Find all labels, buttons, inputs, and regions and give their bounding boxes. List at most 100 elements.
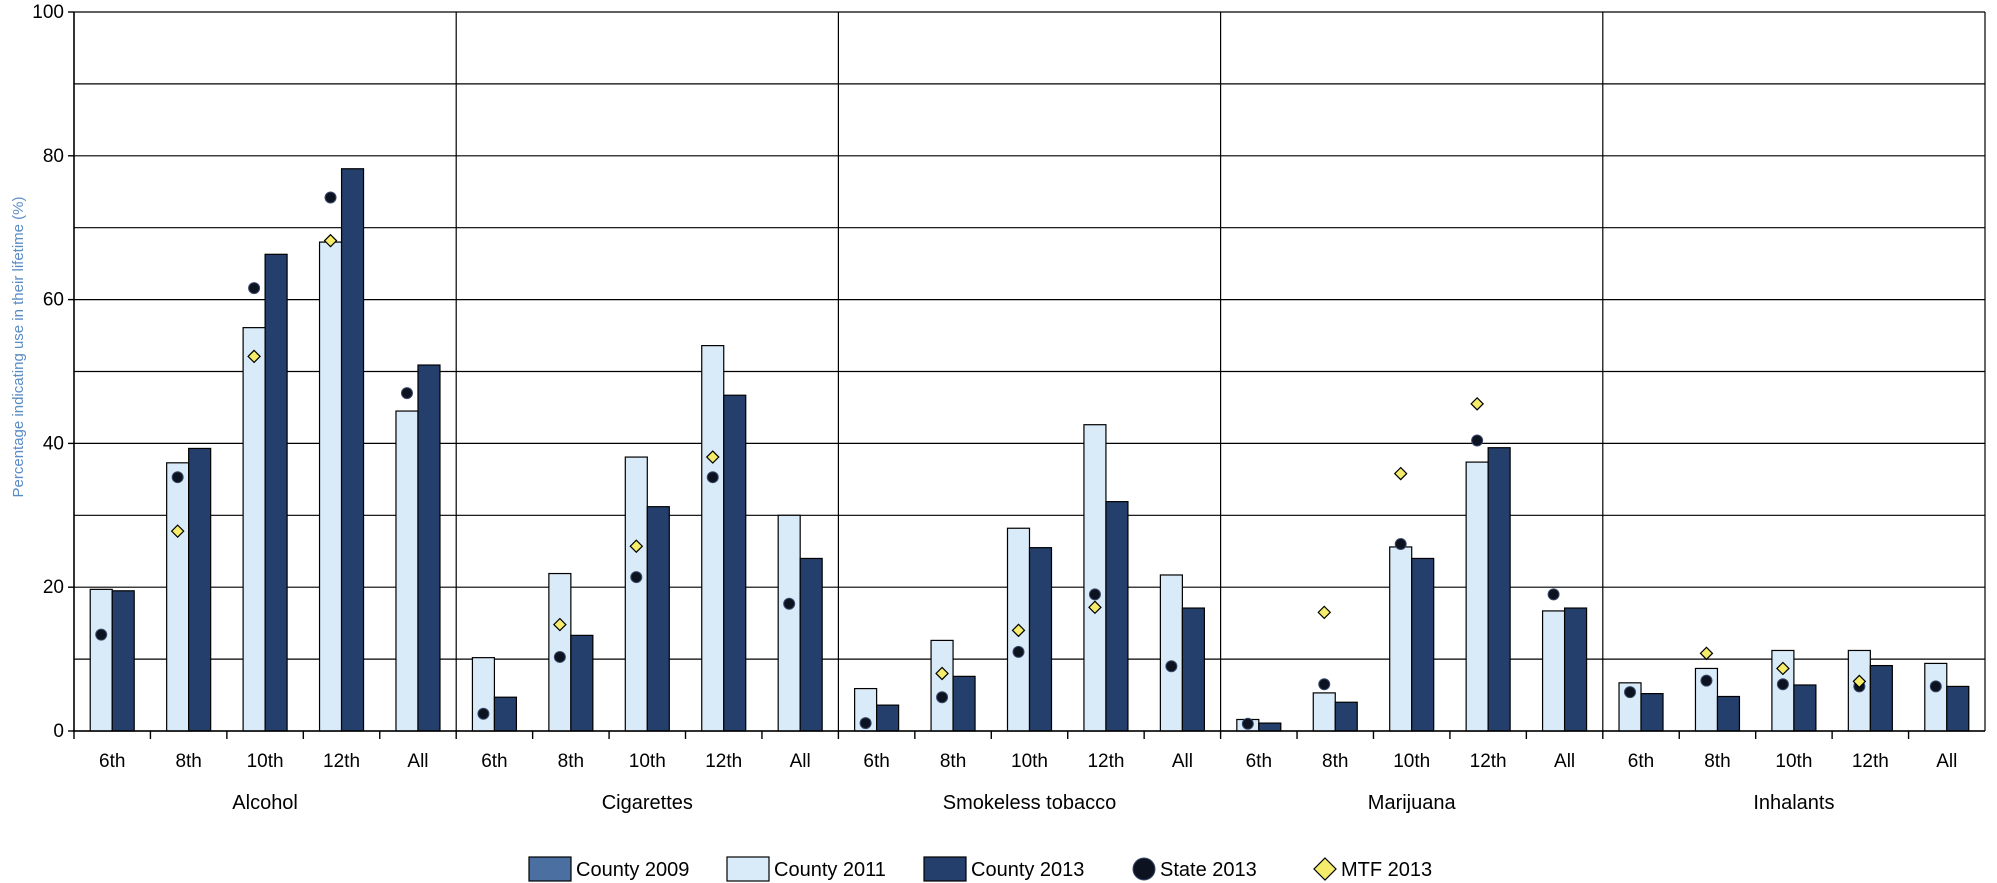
marker-state-2013 [1929,680,1942,693]
x-tick-label: 10th [247,751,284,772]
x-tick-label: All [1936,751,1957,772]
marker-state-2013 [859,717,872,730]
marker-state-2013 [1165,660,1178,673]
bar-county-2011 [1924,662,1948,732]
marker-mtf-2013 [1776,661,1790,676]
marker-state-2013 [324,191,337,204]
marker-mtf-2013 [1393,466,1408,481]
axis-layer [68,11,1985,739]
bar-county-2011 [701,345,725,732]
marker-mtf-2013 [170,524,185,538]
marker-mtf-2013 [323,233,338,248]
bar-county-2011 [624,456,648,732]
bar-county-2013 [1334,701,1358,732]
marker-mtf-2013 [1699,646,1714,661]
marker-mtf-2013 [629,539,644,554]
bar-county-2013 [417,364,441,732]
x-tick-label: 8th [1704,751,1730,772]
bar-county-2013 [1105,501,1129,732]
bar-county-2011 [242,327,266,732]
marker-layer [95,191,1942,730]
bar-county-2011 [318,241,343,732]
bar-county-2013 [1793,684,1817,732]
bar-layer [89,168,1970,732]
bar-county-2011 [1389,546,1413,732]
bar-county-2013 [1487,447,1511,732]
bar-county-2013 [1640,693,1664,732]
legend-label: County 2011 [774,859,886,881]
x-tick-label: All [1554,751,1575,772]
marker-mtf-2013 [935,666,949,681]
marker-mtf-2013 [1470,397,1484,411]
legend-swatch [1313,857,1337,881]
x-tick-label: 8th [940,751,966,772]
marker-state-2013 [1776,678,1789,691]
x-tick-label: 6th [1628,751,1654,772]
marker-state-2013 [1624,686,1637,699]
bar-county-2011 [166,462,190,732]
x-tick-label: 10th [629,751,666,772]
bar-county-2013 [264,253,288,732]
y-tick-label: 100 [32,2,64,23]
marker-state-2013 [1318,678,1331,691]
x-tick-label: All [790,751,811,772]
x-tick-label: 8th [1322,751,1348,772]
marker-state-2013 [1088,588,1101,601]
bar-county-2011 [1541,610,1566,732]
bar-county-2013 [723,394,747,732]
y-tick-label: 0 [53,721,64,742]
bar-county-2013 [952,675,976,732]
bar-county-2013 [111,590,135,732]
bar-county-2011 [1465,461,1489,732]
bar-county-2013 [1946,685,1970,732]
y-tick-label: 40 [43,433,64,454]
bar-county-2013 [646,506,670,732]
legend-swatch [1132,857,1156,881]
bar-county-2013 [876,704,900,732]
marker-state-2013 [936,691,949,704]
y-tick-label: 80 [43,146,64,167]
marker-state-2013 [706,471,719,484]
marker-state-2013 [783,597,796,610]
legend-label: County 2009 [576,859,689,881]
marker-mtf-2013 [1852,674,1867,689]
marker-state-2013 [95,628,108,641]
x-tick-label: All [1172,751,1193,772]
marker-state-2013 [248,282,261,295]
legend-swatch [528,856,572,882]
marker-mtf-2013 [1317,605,1332,620]
bar-county-2013 [1028,547,1053,732]
grid-layer [74,11,1986,732]
marker-mtf-2013 [705,450,720,464]
bar-county-2011 [471,657,496,732]
legend-label: MTF 2013 [1341,859,1432,881]
marker-state-2013 [553,650,566,663]
legend: County 2009 County 2011 County 2013 State 2… [528,856,1432,882]
x-tick-label: 10th [1393,751,1430,772]
group-label: Alcohol [232,792,298,814]
bar-county-2013 [1181,607,1205,732]
marker-state-2013 [171,471,184,484]
marker-mtf-2013 [247,349,261,364]
legend-label: County 2013 [971,859,1084,881]
x-tick-label: All [407,751,428,772]
group-label: Cigarettes [602,792,693,814]
x-tick-label: 8th [558,751,584,772]
bar-county-2011 [395,410,419,732]
marker-state-2013 [1394,538,1407,551]
bar-county-2011 [777,514,801,732]
marker-state-2013 [1012,645,1025,658]
marker-state-2013 [1700,674,1713,687]
bar-county-2013 [340,168,365,732]
x-tick-label: 6th [481,751,507,772]
x-tick-label: 12th [323,751,360,772]
bar-county-2013 [799,557,823,732]
bar-county-2013 [1869,664,1893,732]
legend-swatch [726,856,770,882]
bar-county-2011 [1159,574,1183,732]
group-label: Marijuana [1368,792,1457,814]
x-tick-label: 12th [1852,751,1889,772]
x-tick-label: 12th [705,751,742,772]
